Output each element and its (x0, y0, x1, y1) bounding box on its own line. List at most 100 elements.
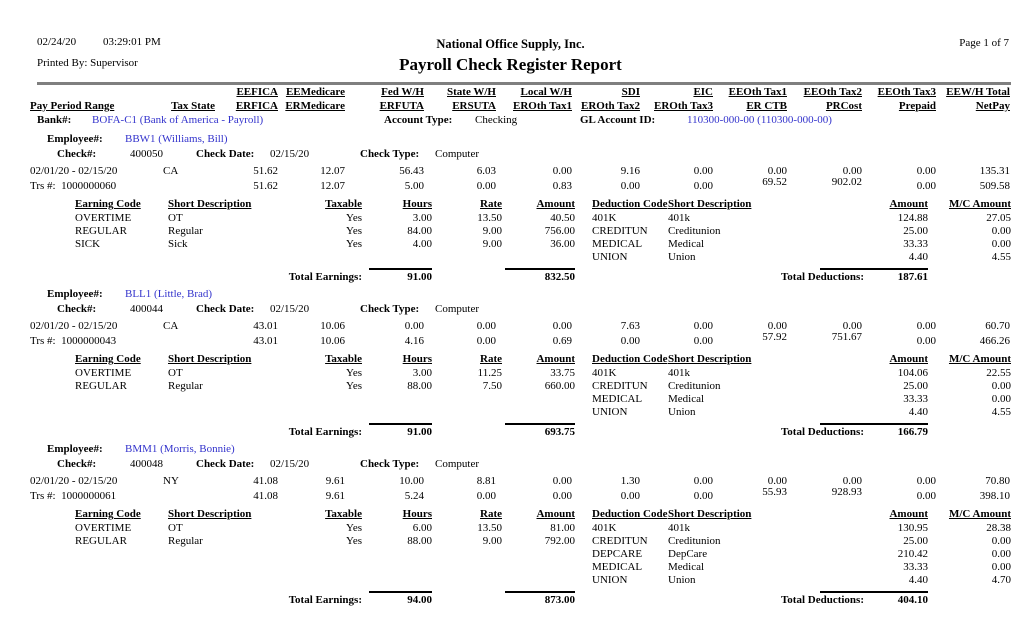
deduction-code: CREDITUN (592, 380, 648, 392)
earning-hours: 88.00 (407, 380, 432, 392)
ee-tax-value: 0.00 (767, 320, 787, 332)
ee-tax-value: 0.00 (842, 320, 862, 332)
column-header-label: Taxable (325, 353, 362, 365)
column-header-eewhtotal: EEW/H Total (946, 86, 1010, 98)
earning-deduction-row: DEPCARE DepCare 210.42 0.00 (30, 548, 1021, 561)
column-header-deduction-short-description: Short Description (668, 507, 828, 522)
deduction-description: Creditunion (668, 380, 721, 392)
column-header-erctb: ER CTB (746, 100, 787, 112)
report-title: Payroll Check Register Report (399, 55, 622, 74)
total-deductions-line (820, 268, 928, 270)
check-date-label: Check Date: (196, 303, 255, 315)
column-header-erfica: ERFICA (235, 100, 278, 112)
deduction-code: MEDICAL (592, 561, 643, 573)
header-cell: EROth Tax1 (496, 99, 572, 113)
header-cell: EEFICA (215, 85, 278, 99)
column-header-label: Earning Code (75, 353, 141, 365)
employee-id-row: Employee#: BLL1 (Little, Brad) (0, 288, 1021, 303)
spacer-cell (575, 522, 592, 535)
earning-amount (502, 393, 575, 406)
check-number: 400044 (130, 303, 163, 315)
column-header-label: Hours (402, 353, 432, 365)
total-earnings-value: 873.00 (544, 594, 575, 606)
earning-hours (362, 251, 432, 264)
column-header-netpay: NetPay (975, 100, 1010, 112)
deduction-mc-amount: 27.05 (986, 212, 1011, 224)
earning-amount: 40.50 (550, 212, 575, 224)
header-cell (155, 85, 215, 99)
column-header-earning-short-description: Short Description (168, 507, 310, 522)
er-tax-value: 509.58 (979, 180, 1010, 192)
spacer-cell (575, 535, 592, 548)
spacer-cell (575, 212, 592, 225)
column-header-label: Rate (480, 508, 502, 520)
earning-description: Regular (168, 380, 203, 392)
check-date: 02/15/20 (270, 148, 310, 160)
check-info-row: Check#: 400044 Check Date: 02/15/20 Chec… (0, 303, 1021, 319)
earning-amount: 660.00 (544, 380, 575, 392)
printed-by: Printed By: Supervisor (37, 57, 138, 69)
column-header-label: Earning Code (75, 508, 141, 520)
er-tax-value: 751.67 (831, 331, 862, 343)
earning-rate (432, 561, 502, 574)
earning-deduction-row: OVERTIME OT Yes 6.00 13.50 81.00 401K 401k 130.9… (30, 522, 1021, 535)
earning-description: Sick (168, 238, 188, 250)
earning-taxable: Yes (345, 380, 362, 392)
indent-cell (30, 522, 75, 535)
deduction-code: DEPCARE (592, 548, 643, 560)
column-header-label: Deduction Code (592, 353, 668, 365)
employee-blocks: Employee#: BBW1 (Williams, Bill) Check#:… (0, 133, 1021, 609)
total-hours-value: 91.00 (407, 271, 432, 283)
column-header-label: Short Description (668, 353, 752, 365)
column-header-earning-short-description: Short Description (168, 197, 310, 212)
earnings-deductions-rows: OVERTIME OT Yes 3.00 13.50 40.50 401K 401k 124.8… (0, 212, 1021, 264)
ee-tax-value: 0.00 (552, 165, 572, 177)
totals-row: Total Earnings: 91.00 832.50 Total Deduc… (0, 268, 1021, 286)
deduction-amount: 4.40 (908, 406, 928, 418)
earning-code (75, 393, 168, 406)
earning-amount: 81.00 (550, 522, 575, 534)
earning-rate: 7.50 (482, 380, 502, 392)
total-earnings-value: 832.50 (544, 271, 575, 283)
column-header-label: Amount (889, 508, 928, 520)
earning-hours: 3.00 (412, 212, 432, 224)
ee-tax-value: 0.00 (842, 165, 862, 177)
check-number: 400050 (130, 148, 163, 160)
employee-id: BMM1 (Morris, Bonnie) (125, 443, 235, 455)
column-header-label: Short Description (668, 508, 752, 520)
earning-deduction-row: REGULAR Regular Yes 88.00 7.50 660.00 CREDITUN… (30, 380, 1021, 393)
earning-hours: 3.00 (412, 367, 432, 379)
earning-taxable: Yes (345, 535, 362, 547)
check-number-label: Check#: (57, 303, 97, 315)
column-header-deduction-code: Deduction Code (592, 197, 668, 212)
header-cell: EIC (640, 85, 713, 99)
earning-rate: 11.25 (477, 367, 502, 379)
column-header-mc-amount: M/C Amount (928, 507, 1011, 522)
header-cell: ERMedicare (278, 99, 345, 113)
gl-account-label: GL Account ID: (580, 114, 656, 126)
column-header-label: Deduction Code (592, 198, 668, 210)
spacer-cell (575, 238, 592, 251)
earning-rate: 9.00 (482, 535, 502, 547)
pay-period-range: 02/01/20 - 02/15/20 (30, 475, 118, 487)
earning-hours: 4.00 (412, 238, 432, 250)
er-tax-value: 0.69 (552, 335, 572, 347)
employee-block: Employee#: BLL1 (Little, Brad) Check#: 4… (0, 288, 1021, 441)
er-tax-value: 902.02 (831, 176, 862, 188)
column-header-label: Taxable (325, 198, 362, 210)
column-header-deduction-code: Deduction Code (592, 352, 668, 367)
column-header-label: Hours (402, 198, 432, 210)
earning-deduction-row: OVERTIME OT Yes 3.00 13.50 40.50 401K 401k 124.8… (30, 212, 1021, 225)
pay-period-range: 02/01/20 - 02/15/20 (30, 320, 118, 332)
column-header-label: Amount (889, 353, 928, 365)
transaction-number: Trs #: 1000000043 (30, 335, 117, 347)
employee-label: Employee#: (47, 133, 103, 145)
transaction-number: Trs #: 1000000060 (30, 180, 117, 192)
gl-account-value: 110300-000-00 (110300-000-00) (687, 114, 832, 126)
earning-hours (362, 574, 432, 587)
column-header-label: Rate (480, 353, 502, 365)
deduction-amount: 124.88 (897, 212, 928, 224)
column-header-eefica: EEFICA (236, 86, 278, 98)
check-date: 02/15/20 (270, 458, 310, 470)
er-tax-value: 0.00 (916, 490, 936, 502)
